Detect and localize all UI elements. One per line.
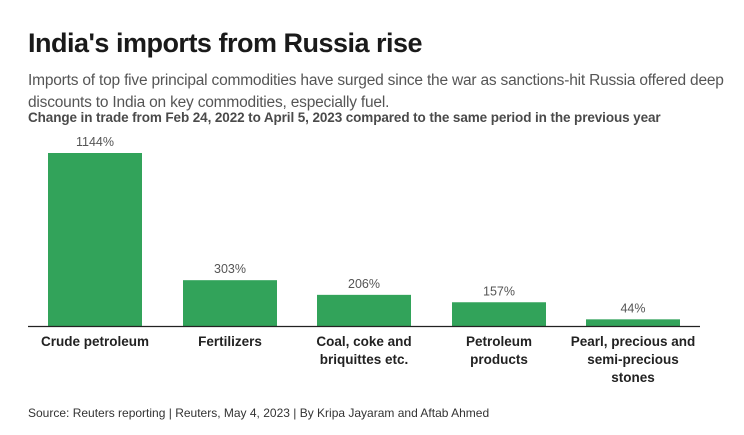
category-label-line: Coal, coke and: [316, 334, 411, 349]
category-label-line: Petroleum: [466, 334, 532, 349]
chart-title: India's imports from Russia rise: [28, 28, 423, 58]
value-label: 1144%: [76, 135, 114, 149]
source-footer: Source: Reuters reporting | Reuters, May…: [28, 406, 490, 420]
bars-group: [48, 153, 680, 326]
category-label-line: briquittes etc.: [320, 352, 409, 367]
value-label: 303%: [214, 262, 246, 276]
value-labels-group: 1144% 303% 206% 157% 44%: [76, 135, 646, 315]
category-label-line: products: [470, 352, 528, 367]
bar: [452, 302, 546, 326]
category-label-line: semi-precious: [587, 352, 679, 367]
value-label: 206%: [348, 277, 380, 291]
category-label-line: Pearl, precious and: [571, 334, 696, 349]
category-label-line: Crude petroleum: [41, 334, 149, 349]
category-labels-group: Crude petroleum Fertilizers Coal, coke and…: [41, 334, 695, 385]
value-label: 44%: [620, 301, 645, 315]
bar: [183, 280, 277, 326]
category-label: Fertilizers: [198, 334, 262, 349]
chart-subtitle: Imports of top five principal commoditie…: [28, 72, 724, 111]
category-label: Coal, coke and briquittes etc.: [316, 334, 411, 367]
bar: [586, 319, 680, 326]
bar: [48, 153, 142, 326]
category-label: Petroleum products: [466, 334, 532, 367]
category-label: Crude petroleum: [41, 334, 149, 349]
category-label: Pearl, precious and semi-precious stones: [571, 334, 696, 385]
chart-description: Change in trade from Feb 24, 2022 to Apr…: [28, 110, 661, 125]
category-label-line: Fertilizers: [198, 334, 262, 349]
category-label-line: stones: [611, 370, 655, 385]
bar: [317, 294, 411, 326]
value-label: 157%: [483, 284, 515, 298]
